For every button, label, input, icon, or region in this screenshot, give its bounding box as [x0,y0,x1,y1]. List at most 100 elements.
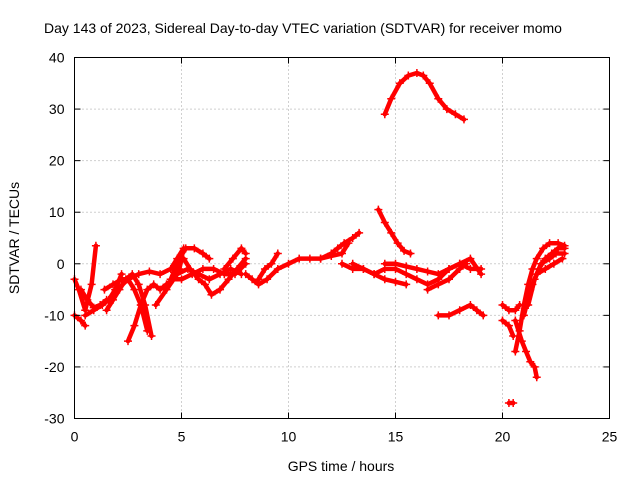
series-track-19 [376,207,413,256]
data-point [380,275,389,284]
data-point [549,259,558,268]
y-axis-label: SDTVAR / TECUs [6,182,22,294]
data-point [190,244,199,253]
data-point [400,246,409,255]
data-point [327,249,336,258]
data-point [96,301,105,310]
data-point [91,241,100,250]
data-point [81,321,90,330]
data-point [402,262,411,271]
data-point [179,254,188,263]
data-point [419,71,428,80]
data-point [177,275,186,284]
data-point [205,275,214,284]
y-tick-label: 10 [49,204,65,220]
data-point [511,347,520,356]
data-point [466,264,475,273]
data-point [558,254,567,263]
data-point [509,331,518,340]
data-point [442,105,451,114]
data-point [305,254,314,263]
data-point [254,275,263,284]
plot-frame [74,57,610,419]
data-point [472,306,481,315]
data-point [220,264,229,273]
data-point [359,264,368,273]
series-track-20 [382,256,484,277]
data-point [145,267,154,276]
series-track-27 [513,240,567,354]
y-tick-label: -30 [44,411,64,427]
data-point [528,280,537,289]
data-point [162,285,171,294]
chart-title: Day 143 of 2023, Sidereal Day-to-day VTE… [44,20,562,36]
data-point [209,264,218,273]
data-point [355,228,364,237]
data-point [338,259,346,268]
data-point [498,301,507,310]
data-point [539,244,548,253]
series-track-15 [256,251,281,282]
x-tick-label: 5 [178,429,186,445]
data-point [445,311,453,320]
data-point [532,373,541,382]
x-tick-label: 10 [281,429,297,445]
data-point [412,275,421,284]
y-tick-label: 0 [57,256,65,272]
data-point [205,254,214,263]
data-point [348,259,357,268]
data-point [216,285,225,294]
data-point [241,249,250,258]
data-point [425,79,434,88]
data-point [455,264,464,273]
data-point [522,347,531,356]
data-point [466,254,475,263]
data-point [241,259,250,268]
data-point [511,306,520,315]
data-point [348,234,357,242]
data-point [81,311,90,320]
data-point [100,285,109,294]
data-point [284,259,293,268]
data-point [530,362,539,371]
data-point [228,254,237,263]
data-point [113,285,122,294]
x-tick-label: 0 [71,429,79,445]
data-point [181,244,190,253]
data-point [393,239,402,248]
data-point [76,285,85,294]
data-point [267,259,276,268]
data-series [70,68,569,408]
data-point [412,68,421,77]
data-point [87,280,96,289]
data-point [455,306,464,315]
data-point [370,270,379,279]
data-point [273,249,282,258]
series-track-8 [115,246,186,292]
data-point [434,270,443,279]
axis-ticks [74,57,610,419]
data-point [545,239,554,248]
data-point [130,285,139,294]
data-point [541,254,550,263]
data-point [166,275,175,284]
data-point [151,301,160,310]
data-point [547,249,556,258]
data-point [402,280,411,289]
data-point [188,270,197,279]
data-point [316,254,325,263]
data-point [423,285,432,294]
data-point [134,280,143,289]
data-point [109,280,118,289]
data-point [404,71,413,80]
data-point [186,264,195,273]
data-point [391,259,400,268]
data-point [380,259,389,268]
data-point [380,218,389,227]
data-point [207,290,216,299]
data-point [147,331,156,340]
data-point [260,264,269,273]
series-track-13 [222,246,248,272]
y-tick-label: 40 [49,50,65,66]
